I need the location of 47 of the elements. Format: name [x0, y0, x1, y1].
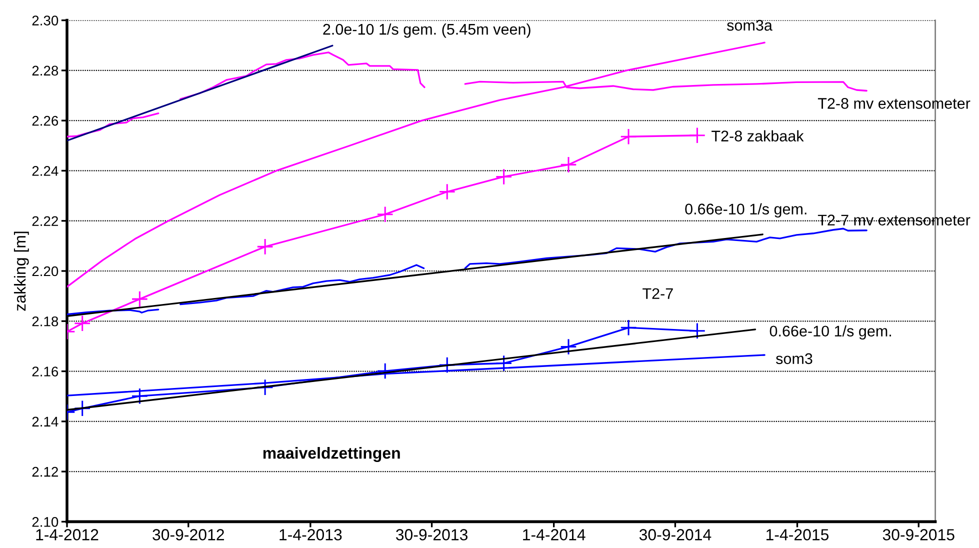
y-tick-label: 2.26: [32, 116, 58, 126]
x-tick-label: 1-4-2013: [280, 529, 342, 540]
point: [376, 206, 394, 223]
y-tick-label: 2.30: [32, 16, 58, 26]
y-tick-label: 2.14: [32, 416, 58, 426]
point: [376, 362, 394, 380]
point: [560, 156, 577, 174]
series-label: som3: [776, 353, 812, 364]
y-tick-label: 2.18: [32, 316, 58, 326]
y-tick-label: 2.28: [32, 66, 58, 76]
point: [495, 168, 512, 186]
point: [620, 319, 637, 336]
point: [131, 388, 148, 404]
point: [74, 400, 91, 417]
series-label: 0.66e-10 1/s gem.: [770, 325, 891, 340]
point: [560, 338, 577, 356]
y-tick-label: 2.16: [32, 366, 58, 376]
point: [131, 290, 148, 308]
y-tick-label: 2.12: [32, 466, 58, 477]
series-label: T2-7: [642, 288, 673, 299]
point: [438, 356, 456, 374]
text: maaiveldzettingen: [263, 447, 400, 462]
x-tick-label: 30-9-2015: [882, 529, 954, 540]
y-axis-title: zakking [m]: [14, 232, 29, 311]
series-label: 0.66e-10 1/s gem.: [685, 203, 806, 218]
y-tick-label: 2.24: [32, 166, 58, 176]
x-tick-label: 1-4-2012: [36, 529, 98, 540]
x-tick-label: 1-4-2014: [523, 529, 586, 540]
x-tick-label: 30-9-2013: [396, 529, 468, 540]
x-tick-label: 30-9-2014: [639, 529, 712, 540]
series-label: 2.0e-10 1/s gem. (5.45m veen): [323, 24, 530, 38]
point: [688, 126, 706, 144]
point: [620, 128, 637, 146]
x-tick-label: 30-9-2012: [152, 529, 224, 540]
series-label: som3a: [727, 20, 772, 31]
point: [438, 183, 456, 200]
y-tick-label: 2.20: [32, 266, 58, 276]
x-tick-label: 1-4-2015: [766, 529, 829, 540]
y-tick-label: 2.10: [32, 517, 58, 527]
point: [688, 322, 706, 340]
point: [495, 354, 512, 372]
point: [256, 238, 274, 256]
y-tick-label: 2.22: [32, 216, 58, 226]
series-label: T2-7 mv extensometer: [818, 214, 970, 226]
series-label: T2-8 zakbaak: [712, 130, 804, 142]
point: [74, 314, 91, 332]
series-label: T2-8 mv extensometer: [818, 98, 970, 109]
